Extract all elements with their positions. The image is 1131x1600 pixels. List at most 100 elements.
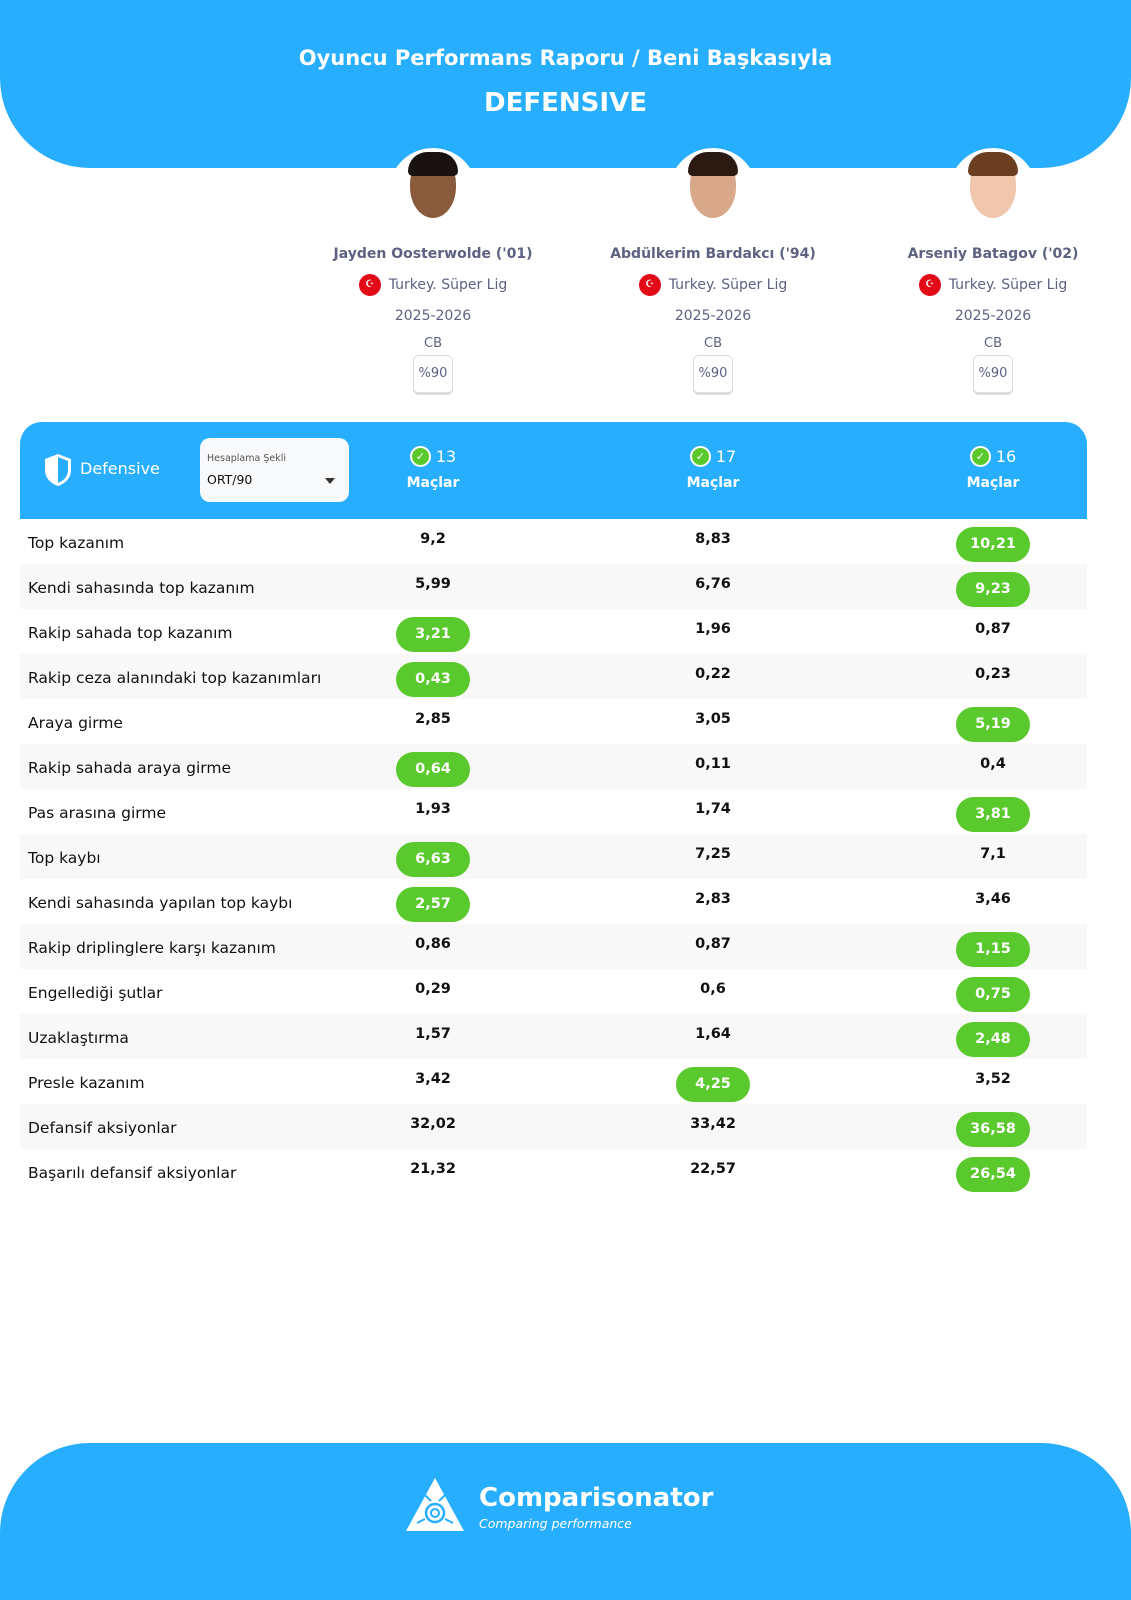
metric-value: 0,4 <box>980 755 1006 772</box>
metric-value: 3,42 <box>415 1070 451 1087</box>
metric-value: 4,25 <box>676 1067 750 1102</box>
table-row: Top kaybı 6,63 7,25 7,1 <box>20 834 1087 879</box>
metric-value: 32,02 <box>410 1115 456 1132</box>
metric-value: 9,2 <box>420 530 446 547</box>
best-value-cell: 4,25 <box>658 1059 768 1104</box>
value-cell: 0,22 <box>658 654 768 699</box>
metric-value: 5,99 <box>415 575 451 592</box>
value-cell: 0,11 <box>658 744 768 789</box>
metric-value: 1,93 <box>415 800 451 817</box>
check-circle-icon: ✓ <box>689 446 711 467</box>
metric-value: 0,11 <box>695 755 731 772</box>
metric-value: 2,57 <box>396 887 470 922</box>
table-row: Top kazanım 9,2 8,83 10,21 <box>20 519 1087 564</box>
metric-value: 22,57 <box>690 1160 736 1177</box>
metric-value: 9,23 <box>956 572 1030 607</box>
player-season: 2025-2026 <box>394 308 472 324</box>
report-subtitle: DEFENSIVE <box>484 88 647 118</box>
footer: Comparisonator Comparing performance <box>0 1443 1131 1600</box>
brand-tagline: Comparing performance <box>479 1516 632 1531</box>
best-value-cell: 5,19 <box>938 699 1048 744</box>
value-cell: 0,6 <box>658 969 768 1014</box>
stats-table: Top kazanım 9,2 8,83 10,21 Kendi sahasında t… <box>20 519 1087 1194</box>
player-card: Arseniy Batagov ('02) ☪ Turkey. Süper Lig… <box>863 148 1123 395</box>
best-value-cell: 36,58 <box>938 1104 1048 1149</box>
metric-label: Rakip sahada top kazanım <box>28 624 233 642</box>
metric-value: 2,85 <box>415 710 451 727</box>
minutes-percent-badge: %90 <box>413 355 453 395</box>
section-label: Defensive <box>80 459 160 478</box>
select-value: ORT/90 <box>207 472 253 487</box>
metric-label: Engellediği şutlar <box>28 984 163 1002</box>
player-season: 2025-2026 <box>954 308 1032 324</box>
metric-value: 0,43 <box>396 662 470 697</box>
metric-label: Defansif aksiyonlar <box>28 1119 177 1137</box>
value-cell: 21,32 <box>378 1149 488 1194</box>
value-cell: 8,83 <box>658 519 768 564</box>
metric-label: Rakip sahada araya girme <box>28 759 231 777</box>
player-league: Turkey. Süper Lig <box>388 277 508 293</box>
value-cell: 0,4 <box>938 744 1048 789</box>
value-cell: 1,74 <box>658 789 768 834</box>
metric-value: 8,83 <box>695 530 731 547</box>
calculation-method-select[interactable]: Hesaplama Şekli ORT/90 <box>200 438 349 502</box>
metric-label: Pas arasına girme <box>28 804 167 822</box>
value-cell: 3,52 <box>938 1059 1048 1104</box>
matches-label: Maçlar <box>406 475 460 491</box>
table-row: Engellediği şutlar 0,29 0,6 0,75 <box>20 969 1087 1014</box>
player-league: Turkey. Süper Lig <box>668 277 788 293</box>
minutes-percent-badge: %90 <box>693 355 733 395</box>
turkey-flag-icon: ☪ <box>638 274 661 296</box>
value-cell: 3,42 <box>378 1059 488 1104</box>
metric-value: 0,87 <box>975 620 1011 637</box>
metric-value: 3,05 <box>695 710 731 727</box>
table-row: Rakip driplinglere karşı kazanım 0,86 0,87… <box>20 924 1087 969</box>
value-cell: 1,57 <box>378 1014 488 1059</box>
value-cell: 0,87 <box>938 609 1048 654</box>
player-league: Turkey. Süper Lig <box>948 277 1068 293</box>
matches-column-header: ✓ 16 Maçlar <box>923 446 1063 491</box>
metric-value: 0,6 <box>700 980 726 997</box>
value-cell: 2,85 <box>378 699 488 744</box>
value-cell: 33,42 <box>658 1104 768 1149</box>
best-value-cell: 0,75 <box>938 969 1048 1014</box>
value-cell: 3,46 <box>938 879 1048 924</box>
value-cell: 0,87 <box>658 924 768 969</box>
table-row: Presle kazanım 3,42 4,25 3,52 <box>20 1059 1087 1104</box>
best-value-cell: 10,21 <box>938 519 1048 564</box>
value-cell: 2,83 <box>658 879 768 924</box>
select-label: Hesaplama Şekli <box>207 453 287 464</box>
metric-value: 0,29 <box>415 980 451 997</box>
metric-value: 7,25 <box>695 845 731 862</box>
player-name: Arseniy Batagov ('02) <box>907 246 1079 262</box>
value-cell: 9,2 <box>378 519 488 564</box>
value-cell: 3,05 <box>658 699 768 744</box>
table-row: Rakip ceza alanındaki top kazanımları 0,4… <box>20 654 1087 699</box>
player-name: Abdülkerim Bardakcı ('94) <box>610 246 816 262</box>
best-value-cell: 3,21 <box>378 609 488 654</box>
value-cell: 1,93 <box>378 789 488 834</box>
report-title: Oyuncu Performans Raporu / Beni Başkasıy… <box>298 46 833 70</box>
player-position: CB <box>984 336 1002 351</box>
matches-count: 13 <box>435 447 457 466</box>
metric-value: 0,23 <box>975 665 1011 682</box>
metric-value: 6,63 <box>396 842 470 877</box>
player-photo <box>389 148 477 236</box>
player-season: 2025-2026 <box>674 308 752 324</box>
matches-label: Maçlar <box>686 475 740 491</box>
value-cell: 7,25 <box>658 834 768 879</box>
value-cell: 32,02 <box>378 1104 488 1149</box>
table-row: Rakip sahada araya girme 0,64 0,11 0,4 <box>20 744 1087 789</box>
best-value-cell: 3,81 <box>938 789 1048 834</box>
metric-value: 1,57 <box>415 1025 451 1042</box>
metric-value: 10,21 <box>956 527 1030 562</box>
matches-column-header: ✓ 17 Maçlar <box>643 446 783 491</box>
turkey-flag-icon: ☪ <box>918 274 941 296</box>
metric-value: 21,32 <box>410 1160 456 1177</box>
best-value-cell: 2,57 <box>378 879 488 924</box>
player-position: CB <box>424 336 442 351</box>
metric-label: Rakip ceza alanındaki top kazanımları <box>28 669 322 687</box>
metric-value: 0,86 <box>415 935 451 952</box>
metric-value: 3,21 <box>396 617 470 652</box>
best-value-cell: 2,48 <box>938 1014 1048 1059</box>
